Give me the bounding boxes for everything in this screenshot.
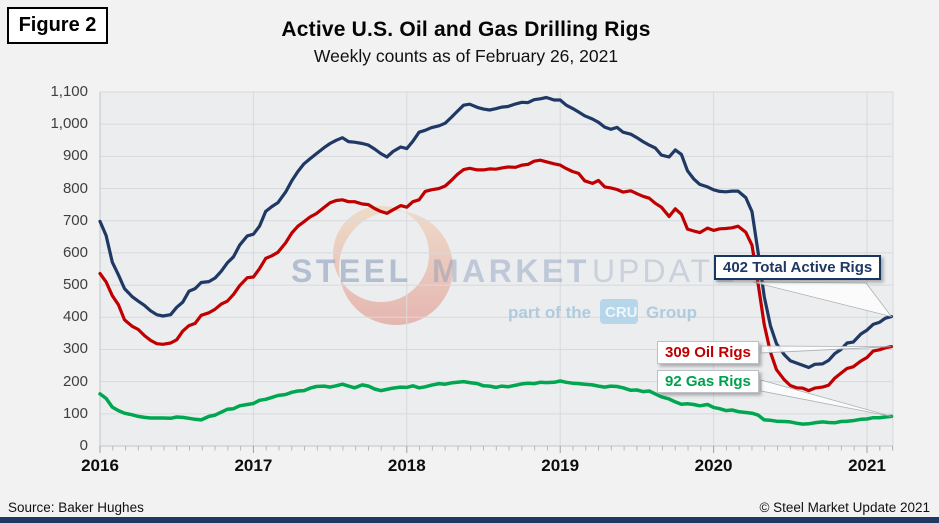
annotation-gas-label: 92 Gas Rigs xyxy=(665,373,751,390)
watermark-cru-text: CRU xyxy=(605,304,638,321)
callout-leader-oil xyxy=(760,345,892,354)
y-axis-tick-label: 600 xyxy=(62,243,88,261)
figure-label-text: Figure 2 xyxy=(18,14,97,36)
annotation-total-label: 402 Total Active Rigs xyxy=(723,259,873,276)
x-axis-tick-label: 2020 xyxy=(694,456,733,475)
y-axis-tick-label: 500 xyxy=(62,276,88,294)
x-axis-tick-label: 2018 xyxy=(387,456,426,475)
y-axis-tick-label: 300 xyxy=(62,340,88,358)
y-axis-tick-label: 1,000 xyxy=(50,115,88,133)
watermark-market-text: MARKET xyxy=(432,253,590,289)
figure-label: Figure 2 xyxy=(7,7,108,44)
y-axis-tick-label: 100 xyxy=(62,404,88,422)
source-note: Source: Baker Hughes xyxy=(8,500,144,515)
watermark-tagline-suffix: Group xyxy=(646,303,697,322)
annotation-gas-rigs: 92 Gas Rigs xyxy=(657,370,759,393)
y-axis-tick-label: 400 xyxy=(62,308,88,326)
y-axis-tick-label: 900 xyxy=(62,147,88,165)
callout-leader-total xyxy=(752,281,893,318)
y-axis-tick-label: 700 xyxy=(62,211,88,229)
page-title: Active U.S. Oil and Gas Drilling Rigs xyxy=(281,18,651,41)
x-axis-tick-label: 2017 xyxy=(234,456,273,475)
y-axis-tick-label: 800 xyxy=(62,179,88,197)
watermark-steel-text: STEEL xyxy=(291,253,412,289)
watermark-update-text: UPDATE xyxy=(592,253,737,289)
footer-bar xyxy=(0,517,939,523)
annotation-oil-rigs: 309 Oil Rigs xyxy=(657,341,759,364)
x-axis-tick-label: 2019 xyxy=(541,456,580,475)
annotation-oil-label: 309 Oil Rigs xyxy=(665,344,751,361)
watermark-tagline-prefix: part of the xyxy=(508,303,591,322)
y-axis-tick-label: 0 xyxy=(79,437,88,454)
copyright-note: © Steel Market Update 2021 xyxy=(759,500,930,515)
x-axis-tick-label: 2016 xyxy=(81,456,119,475)
annotation-total-active-rigs: 402 Total Active Rigs xyxy=(714,255,882,280)
gas-rigs-line xyxy=(98,379,894,426)
y-axis-tick-label: 1,100 xyxy=(50,83,88,100)
watermark-cru-badge xyxy=(600,299,638,324)
y-axis-tick-label: 200 xyxy=(62,372,88,390)
watermark-crescent-icon xyxy=(333,206,454,325)
callout-leader-gas xyxy=(760,379,892,417)
oil-rigs-line xyxy=(98,158,894,393)
x-axis-tick-label: 2021 xyxy=(848,456,886,475)
page-subtitle: Weekly counts as of February 26, 2021 xyxy=(313,46,619,66)
